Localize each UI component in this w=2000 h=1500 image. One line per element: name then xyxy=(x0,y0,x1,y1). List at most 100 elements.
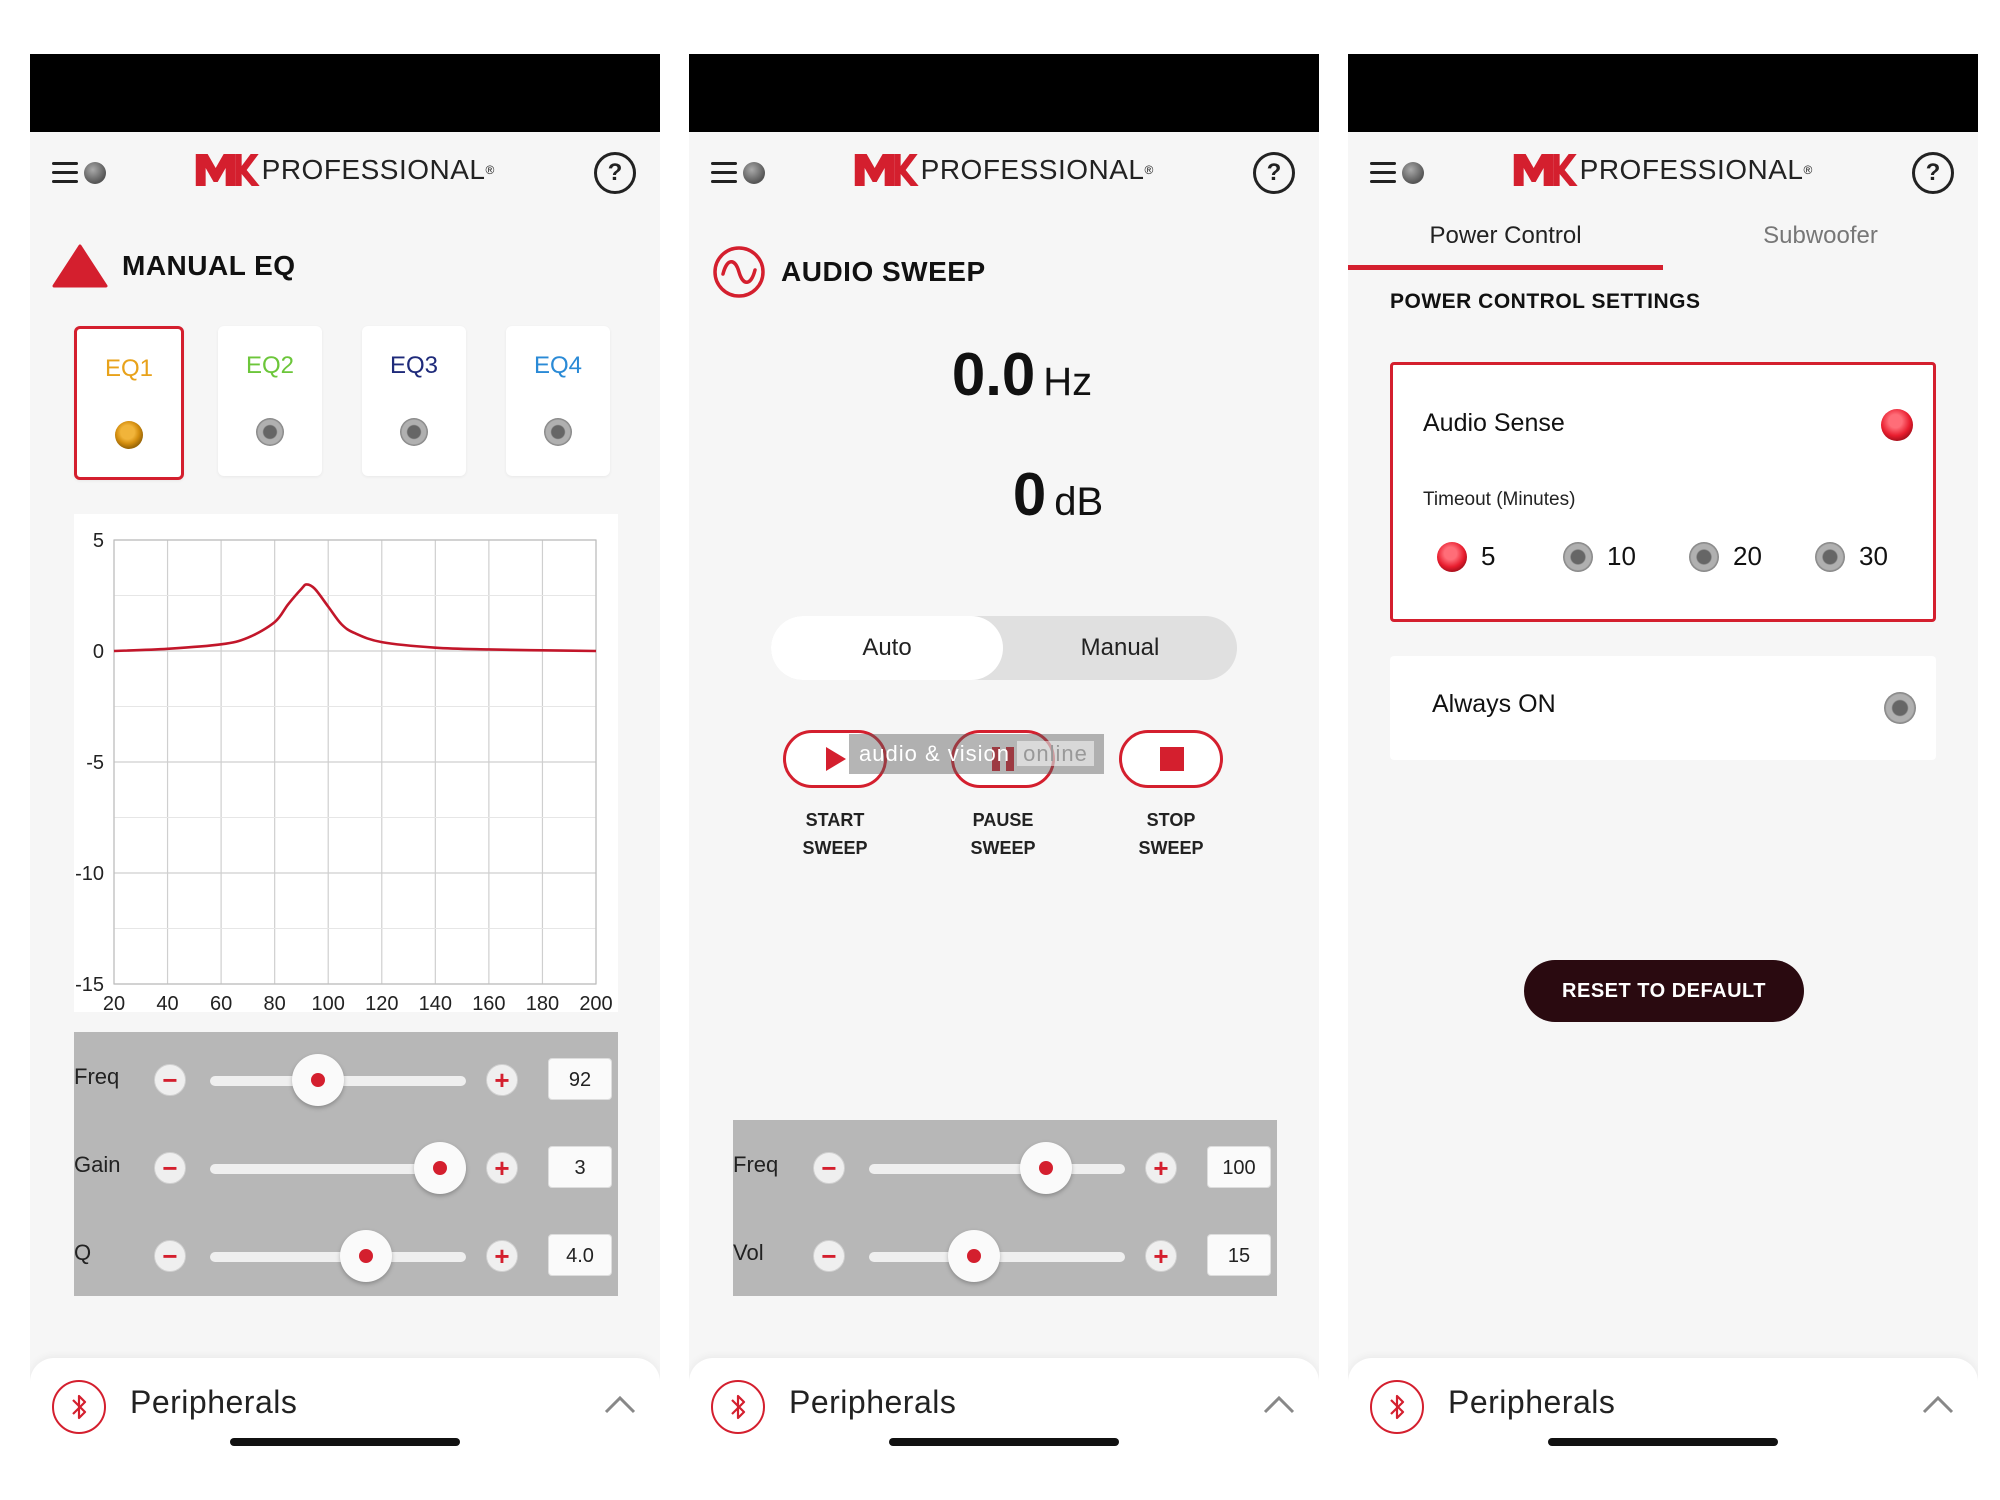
decrease-vol-button[interactable]: − xyxy=(813,1240,845,1272)
freq-value[interactable]: 92 xyxy=(548,1058,612,1100)
eq-screen: PROFESSIONAL ® ? MANUAL EQ EQ1 EQ2 EQ3 EQ… xyxy=(30,54,660,1464)
pause-icon xyxy=(992,747,1014,771)
watermark-text-light: online xyxy=(1017,741,1094,766)
slider-label: Gain xyxy=(74,1152,121,1177)
mode-manual-button[interactable]: Manual xyxy=(1080,634,1160,661)
eq-preset-label: EQ2 xyxy=(245,352,295,379)
tab-subwoofer[interactable]: Subwoofer xyxy=(1763,222,1878,249)
q-value[interactable]: 4.0 xyxy=(548,1234,612,1276)
mode-auto-button[interactable]: Auto xyxy=(771,616,1003,680)
x-tick-label: 160 xyxy=(472,993,505,1012)
label-line: PAUSE xyxy=(972,810,1034,830)
sine-wave-icon xyxy=(713,246,765,298)
gain-slider-knob[interactable] xyxy=(414,1142,467,1194)
radio-unselected-icon xyxy=(1815,541,1845,572)
y-tick-label: 5 xyxy=(93,530,104,552)
q-slider-row: Q − + 4.0 xyxy=(74,1226,618,1286)
timeout-option-5[interactable]: 5 xyxy=(1437,541,1495,572)
status-bar xyxy=(1348,54,1978,132)
decrease-gain-button[interactable]: − xyxy=(154,1152,186,1184)
top-bar: PROFESSIONAL ® ? xyxy=(1348,132,1978,216)
mk-logo-icon xyxy=(854,154,919,186)
timeout-option-10[interactable]: 10 xyxy=(1563,541,1636,572)
audio-sense-label: Audio Sense xyxy=(1423,409,1565,437)
brand-name: PROFESSIONAL xyxy=(1579,154,1804,185)
q-slider-knob[interactable] xyxy=(340,1230,393,1282)
increase-freq-button[interactable]: + xyxy=(1145,1152,1177,1184)
help-icon[interactable]: ? xyxy=(594,152,636,194)
level-readout: 0 dB xyxy=(743,460,1319,529)
bluetooth-icon[interactable] xyxy=(52,1380,106,1434)
stop-sweep-button[interactable] xyxy=(1119,730,1223,788)
vol-slider-knob[interactable] xyxy=(947,1230,1000,1282)
watermark: audio & vision online xyxy=(849,734,1104,774)
audio-sense-card[interactable]: Audio Sense Timeout (Minutes) 5 10 20 30 xyxy=(1390,362,1936,622)
decrease-q-button[interactable]: − xyxy=(154,1240,186,1272)
timeout-option-30[interactable]: 30 xyxy=(1815,541,1888,572)
tab-bar: Power Control Subwoofer xyxy=(1348,210,1978,270)
start-sweep-button[interactable] xyxy=(783,730,887,788)
eq-preset-3[interactable]: EQ3 xyxy=(362,326,466,476)
top-bar: PROFESSIONAL ® ? xyxy=(689,132,1319,216)
freq-slider-knob[interactable] xyxy=(291,1054,344,1106)
peripherals-sheet[interactable]: Peripherals xyxy=(30,1358,660,1464)
vol-value[interactable]: 15 xyxy=(1207,1234,1271,1276)
help-icon[interactable]: ? xyxy=(1253,152,1295,194)
gain-slider-track[interactable] xyxy=(210,1164,466,1174)
peripherals-label: Peripherals xyxy=(789,1384,957,1420)
peripherals-sheet[interactable]: Peripherals xyxy=(689,1358,1319,1464)
increase-gain-button[interactable]: + xyxy=(486,1152,518,1184)
top-bar: PROFESSIONAL ® ? xyxy=(30,132,660,216)
increase-q-button[interactable]: + xyxy=(486,1240,518,1272)
bluetooth-icon[interactable] xyxy=(1370,1380,1424,1434)
y-tick-label: 0 xyxy=(93,641,104,663)
reset-to-default-button[interactable]: RESET TO DEFAULT xyxy=(1524,960,1804,1022)
always-on-card[interactable]: Always ON xyxy=(1390,656,1936,760)
always-on-status-icon[interactable] xyxy=(1884,692,1916,724)
timeout-option-20[interactable]: 20 xyxy=(1689,541,1762,572)
freq-slider-knob[interactable] xyxy=(1019,1142,1072,1194)
peripherals-sheet[interactable]: Peripherals xyxy=(1348,1358,1978,1464)
increase-freq-button[interactable]: + xyxy=(486,1064,518,1096)
home-indicator[interactable] xyxy=(230,1438,460,1446)
slider-label: Q xyxy=(74,1240,92,1265)
eq-preset-1[interactable]: EQ1 xyxy=(74,326,184,480)
audio-sense-status-icon[interactable] xyxy=(1881,409,1913,441)
peripherals-label: Peripherals xyxy=(1448,1384,1616,1420)
section-title: MANUAL EQ xyxy=(52,244,296,288)
chevron-up-icon[interactable] xyxy=(602,1392,638,1416)
eq-preset-2[interactable]: EQ2 xyxy=(218,326,322,476)
chevron-up-icon[interactable] xyxy=(1261,1392,1297,1416)
radio-unselected-icon xyxy=(1563,541,1593,572)
vol-slider-row: Vol − + 15 xyxy=(733,1226,1277,1286)
page-title: MANUAL EQ xyxy=(122,250,296,281)
registered-mark: ® xyxy=(485,163,495,177)
gain-value[interactable]: 3 xyxy=(548,1146,612,1188)
decrease-freq-button[interactable]: − xyxy=(154,1064,186,1096)
menu-icon[interactable] xyxy=(711,160,773,190)
increase-vol-button[interactable]: + xyxy=(1145,1240,1177,1272)
mk-logo-icon xyxy=(1513,154,1578,186)
menu-icon[interactable] xyxy=(1370,160,1432,190)
freq-value[interactable]: 100 xyxy=(1207,1146,1271,1188)
label-line: SWEEP xyxy=(1138,838,1204,858)
always-on-label: Always ON xyxy=(1432,690,1556,718)
eq-response-line xyxy=(113,583,597,653)
menu-icon[interactable] xyxy=(52,160,114,190)
start-sweep-label: START SWEEP xyxy=(775,806,895,862)
label-line: SWEEP xyxy=(802,838,868,858)
bluetooth-icon[interactable] xyxy=(711,1380,765,1434)
home-indicator[interactable] xyxy=(1548,1438,1778,1446)
home-indicator[interactable] xyxy=(889,1438,1119,1446)
freq-slider-track[interactable] xyxy=(869,1164,1125,1174)
brand-logo: PROFESSIONAL ® xyxy=(854,154,1153,186)
eq-chart: 20 40 60 80 100 120 140 160 180 200 5 0 -5 -10 -15 xyxy=(74,514,618,1015)
tab-power-control[interactable]: Power Control xyxy=(1348,210,1663,270)
y-tick-label: -5 xyxy=(86,752,104,774)
q-slider-track[interactable] xyxy=(210,1252,466,1262)
brand-name: PROFESSIONAL xyxy=(261,154,486,185)
help-icon[interactable]: ? xyxy=(1912,152,1954,194)
chevron-up-icon[interactable] xyxy=(1920,1392,1956,1416)
eq-preset-4[interactable]: EQ4 xyxy=(506,326,610,476)
decrease-freq-button[interactable]: − xyxy=(813,1152,845,1184)
